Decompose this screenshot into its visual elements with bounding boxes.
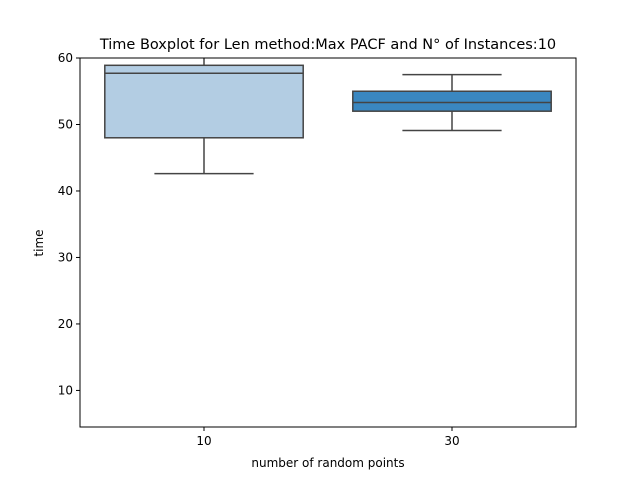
axes-frame bbox=[79, 57, 577, 428]
chart-title: Time Boxplot for Len method:Max PACF and… bbox=[99, 37, 556, 53]
plot-area bbox=[104, 58, 552, 175]
x-tick-label-30: 30 bbox=[444, 434, 459, 448]
y-axis-label: time bbox=[32, 229, 46, 256]
box-30-iqr-box bbox=[352, 90, 552, 112]
x-axis-label: number of random points bbox=[251, 456, 404, 470]
y-tick-label-30: 30 bbox=[58, 250, 73, 264]
box-10-iqr-box bbox=[104, 64, 304, 139]
axes: 10 20 30 40 50 60 10 30 bbox=[58, 51, 577, 448]
x-tick-label-10: 10 bbox=[196, 434, 211, 448]
y-tick-label-20: 20 bbox=[58, 317, 73, 331]
y-tick-label-60: 60 bbox=[58, 51, 73, 65]
y-tick-label-40: 40 bbox=[58, 184, 73, 198]
y-tick-label-10: 10 bbox=[58, 383, 73, 397]
y-tick-label-50: 50 bbox=[58, 117, 73, 131]
